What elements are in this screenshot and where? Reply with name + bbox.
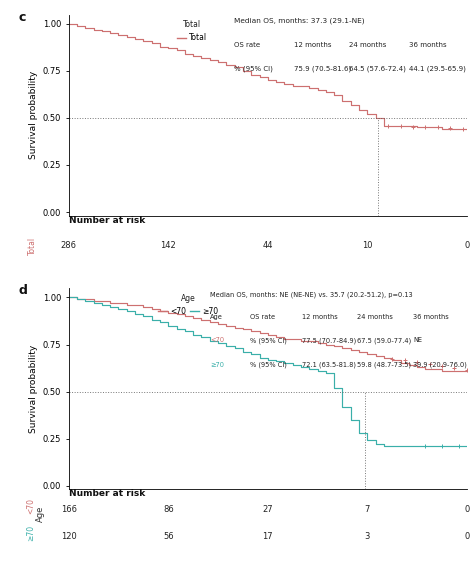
Text: <70: <70 <box>27 498 36 514</box>
Legend: Total: Total <box>174 17 210 45</box>
Text: 77.5 (70.7-84.9): 77.5 (70.7-84.9) <box>301 338 356 344</box>
Text: 3: 3 <box>365 532 370 541</box>
Text: 17: 17 <box>263 532 273 541</box>
Text: 286: 286 <box>61 242 77 250</box>
Text: Age: Age <box>210 314 223 320</box>
Legend: <70, ≥70: <70, ≥70 <box>155 291 221 319</box>
Text: Age: Age <box>36 505 46 521</box>
Text: % (95% CI): % (95% CI) <box>250 338 287 344</box>
Text: 12 months: 12 months <box>301 314 337 320</box>
Text: 0: 0 <box>464 242 470 250</box>
Y-axis label: Survival probability: Survival probability <box>29 71 38 159</box>
Text: 24 months: 24 months <box>357 314 393 320</box>
Text: OS rate: OS rate <box>250 314 275 320</box>
Text: ≥70: ≥70 <box>27 524 36 541</box>
Text: 75.9 (70.5-81.6): 75.9 (70.5-81.6) <box>294 66 351 72</box>
Text: 120: 120 <box>61 532 77 541</box>
Text: <70: <70 <box>210 338 224 343</box>
Text: OS rate: OS rate <box>234 42 260 48</box>
Text: 44.1 (29.5-65.9): 44.1 (29.5-65.9) <box>409 66 466 72</box>
Text: 24 months: 24 months <box>349 42 387 48</box>
Text: d: d <box>19 284 28 297</box>
Text: 36 months: 36 months <box>409 42 447 48</box>
Text: Total: Total <box>28 237 37 255</box>
Y-axis label: Survival probability: Survival probability <box>29 345 38 433</box>
Text: % (95% CI): % (95% CI) <box>250 361 287 368</box>
Text: ≥70: ≥70 <box>210 361 224 368</box>
Text: 12 months: 12 months <box>294 42 331 48</box>
Text: 39.9 (20.9-76.0): 39.9 (20.9-76.0) <box>413 361 467 368</box>
Text: Number at risk: Number at risk <box>69 216 145 225</box>
Text: 56: 56 <box>163 532 173 541</box>
Text: 44: 44 <box>263 242 273 250</box>
Text: 86: 86 <box>163 505 173 514</box>
Text: % (95% CI): % (95% CI) <box>234 66 273 72</box>
Text: 0: 0 <box>464 505 470 514</box>
Text: 166: 166 <box>61 505 77 514</box>
Text: 142: 142 <box>160 242 176 250</box>
Text: 59.8 (48.7-73.5): 59.8 (48.7-73.5) <box>357 361 411 368</box>
Text: Median OS, months: 37.3 (29.1-NE): Median OS, months: 37.3 (29.1-NE) <box>234 17 365 24</box>
Text: 10: 10 <box>362 242 373 250</box>
Text: 67.5 (59.0-77.4): 67.5 (59.0-77.4) <box>357 338 411 344</box>
Text: 64.5 (57.6-72.4): 64.5 (57.6-72.4) <box>349 66 406 72</box>
Text: c: c <box>19 10 27 23</box>
Text: Number at risk: Number at risk <box>69 489 145 498</box>
Text: 0: 0 <box>464 532 470 541</box>
Text: 27: 27 <box>263 505 273 514</box>
Text: 36 months: 36 months <box>413 314 449 320</box>
Text: 72.1 (63.5-81.8): 72.1 (63.5-81.8) <box>301 361 356 368</box>
Text: 7: 7 <box>365 505 370 514</box>
Text: NE: NE <box>413 338 422 343</box>
Text: Median OS, months: NE (NE-NE) vs. 35.7 (20.2-51.2), p=0.13: Median OS, months: NE (NE-NE) vs. 35.7 (… <box>210 291 413 297</box>
